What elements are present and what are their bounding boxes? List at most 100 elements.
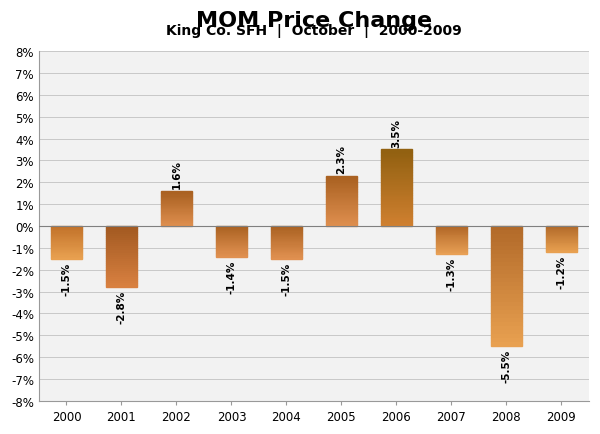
Bar xyxy=(436,233,467,234)
Bar xyxy=(381,150,412,153)
Bar xyxy=(546,229,577,230)
Bar xyxy=(52,234,82,235)
Bar xyxy=(52,240,82,242)
Bar xyxy=(381,221,412,224)
Bar xyxy=(491,270,521,274)
Bar xyxy=(106,263,137,265)
Bar xyxy=(436,232,467,233)
Bar xyxy=(217,228,247,230)
Bar xyxy=(52,258,82,259)
Bar xyxy=(161,206,191,207)
Bar xyxy=(381,194,412,196)
Bar xyxy=(161,191,191,193)
Bar xyxy=(436,229,467,230)
Bar xyxy=(217,250,247,251)
Bar xyxy=(436,228,467,229)
Bar xyxy=(436,237,467,238)
Bar xyxy=(106,245,137,247)
Bar xyxy=(381,155,412,158)
Bar xyxy=(326,217,356,218)
Bar xyxy=(491,342,521,346)
Bar xyxy=(52,246,82,247)
Bar xyxy=(217,247,247,248)
Bar xyxy=(106,243,137,245)
Bar xyxy=(326,178,356,180)
Bar xyxy=(217,239,247,240)
Bar xyxy=(381,191,412,194)
Bar xyxy=(52,256,82,257)
Bar xyxy=(436,242,467,243)
Bar xyxy=(106,255,137,257)
Bar xyxy=(546,239,577,240)
Bar xyxy=(161,215,191,216)
Bar xyxy=(381,206,412,209)
Bar xyxy=(436,250,467,251)
Bar xyxy=(381,188,412,191)
Bar xyxy=(217,233,247,235)
Bar xyxy=(491,227,521,230)
Bar xyxy=(381,158,412,160)
Bar xyxy=(271,257,302,258)
Bar xyxy=(52,252,82,253)
Bar xyxy=(381,165,412,168)
Bar xyxy=(161,208,191,209)
Bar xyxy=(106,277,137,279)
Bar xyxy=(546,247,577,248)
Bar xyxy=(52,242,82,243)
Bar xyxy=(271,244,302,245)
Bar xyxy=(491,339,521,342)
Bar xyxy=(326,207,356,208)
Bar xyxy=(326,180,356,181)
Bar xyxy=(491,243,521,247)
Bar xyxy=(106,247,137,249)
Bar xyxy=(381,186,412,188)
Bar xyxy=(161,213,191,214)
Bar xyxy=(491,310,521,314)
Bar xyxy=(106,265,137,267)
Text: -1.5%: -1.5% xyxy=(61,262,71,295)
Bar xyxy=(161,214,191,215)
Bar xyxy=(161,220,191,222)
Bar xyxy=(381,176,412,178)
Bar xyxy=(546,236,577,237)
Bar xyxy=(436,234,467,235)
Bar xyxy=(381,196,412,198)
Bar xyxy=(161,193,191,194)
Bar xyxy=(381,201,412,204)
Bar xyxy=(491,266,521,270)
Bar xyxy=(106,273,137,275)
Bar xyxy=(52,227,82,229)
Bar xyxy=(326,213,356,215)
Bar xyxy=(161,216,191,217)
Bar xyxy=(381,209,412,211)
Bar xyxy=(326,186,356,188)
Bar xyxy=(52,236,82,237)
Bar xyxy=(546,245,577,246)
Bar xyxy=(271,245,302,246)
Bar xyxy=(271,256,302,257)
Bar xyxy=(326,184,356,186)
Bar xyxy=(491,250,521,254)
Bar xyxy=(546,240,577,241)
Text: -1.4%: -1.4% xyxy=(226,260,236,293)
Bar xyxy=(546,234,577,235)
Bar xyxy=(106,253,137,255)
Bar xyxy=(491,335,521,339)
Bar xyxy=(381,171,412,173)
Bar xyxy=(546,243,577,244)
Bar xyxy=(161,217,191,218)
Bar xyxy=(52,229,82,230)
Bar xyxy=(217,237,247,238)
Bar xyxy=(381,219,412,221)
Bar xyxy=(436,247,467,248)
Bar xyxy=(381,160,412,163)
Bar xyxy=(271,242,302,243)
Bar xyxy=(271,229,302,230)
Bar xyxy=(326,183,356,184)
Bar xyxy=(326,225,356,227)
Bar xyxy=(217,230,247,232)
Bar xyxy=(161,201,191,202)
Bar xyxy=(52,244,82,245)
Bar xyxy=(217,232,247,233)
Bar xyxy=(491,306,521,310)
